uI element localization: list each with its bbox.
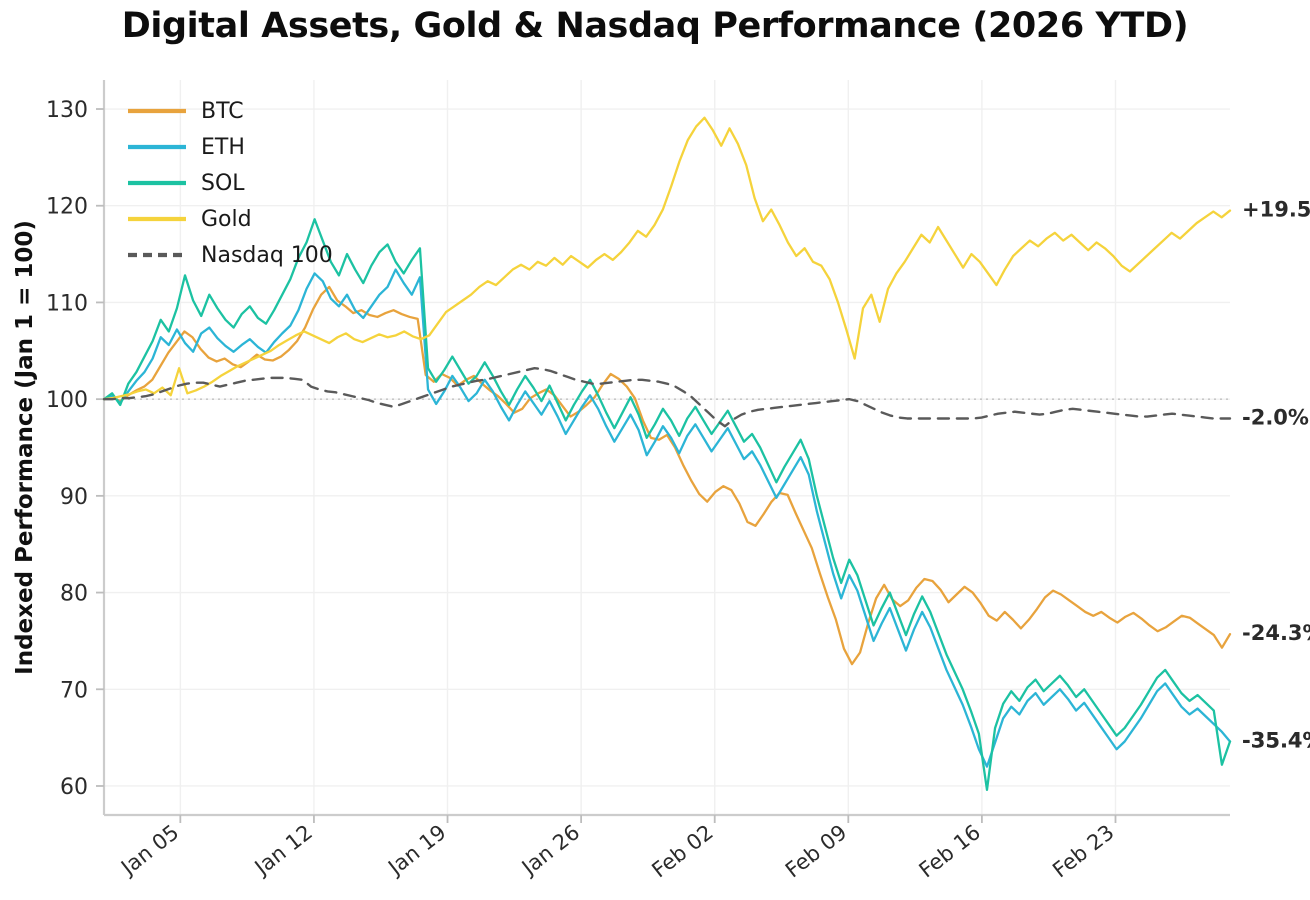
x-tick-label: Jan 12 <box>249 820 317 881</box>
y-tick-label: 60 <box>60 775 88 800</box>
end-label-sol: -35.4% <box>1242 729 1310 753</box>
x-tick-label: Feb 09 <box>781 820 851 882</box>
end-label-gold: +19.5% <box>1242 198 1310 222</box>
y-tick-label: 90 <box>60 485 88 510</box>
legend-label-eth[interactable]: ETH <box>201 135 245 160</box>
legend-label-nasdaq-100[interactable]: Nasdaq 100 <box>201 243 333 268</box>
chart-title: Digital Assets, Gold & Nasdaq Performanc… <box>121 6 1189 46</box>
y-tick-label: 120 <box>46 195 88 220</box>
y-tick-label: 70 <box>60 678 88 703</box>
series-line-sol <box>102 218 1232 792</box>
x-tick-label: Jan 19 <box>382 820 450 881</box>
series-line-nasdaq-100 <box>102 367 1232 428</box>
end-label-nasdaq-100: -2.0% <box>1242 405 1309 429</box>
legend-label-gold[interactable]: Gold <box>201 207 252 232</box>
x-tick-label: Feb 16 <box>915 820 985 882</box>
y-tick-label: 100 <box>46 388 88 413</box>
series-line-btc <box>102 285 1232 666</box>
x-tick-label: Feb 02 <box>647 820 717 882</box>
y-tick-label: 110 <box>46 291 88 316</box>
series-line-eth <box>102 268 1232 768</box>
x-tick-label: Jan 05 <box>115 820 183 881</box>
x-tick-label: Jan 26 <box>516 820 584 881</box>
legend-label-btc[interactable]: BTC <box>201 99 244 124</box>
end-label-btc: -24.3% <box>1242 621 1310 645</box>
x-tick-label: Feb 23 <box>1048 820 1118 882</box>
series-line-gold <box>102 116 1232 401</box>
end-label-eth: -35.4% <box>1242 729 1310 753</box>
legend-label-sol[interactable]: SOL <box>201 171 245 196</box>
y-tick-label: 80 <box>60 582 88 607</box>
y-axis-title: Indexed Performance (Jan 1 = 100) <box>12 220 38 675</box>
y-tick-label: 130 <box>46 98 88 123</box>
